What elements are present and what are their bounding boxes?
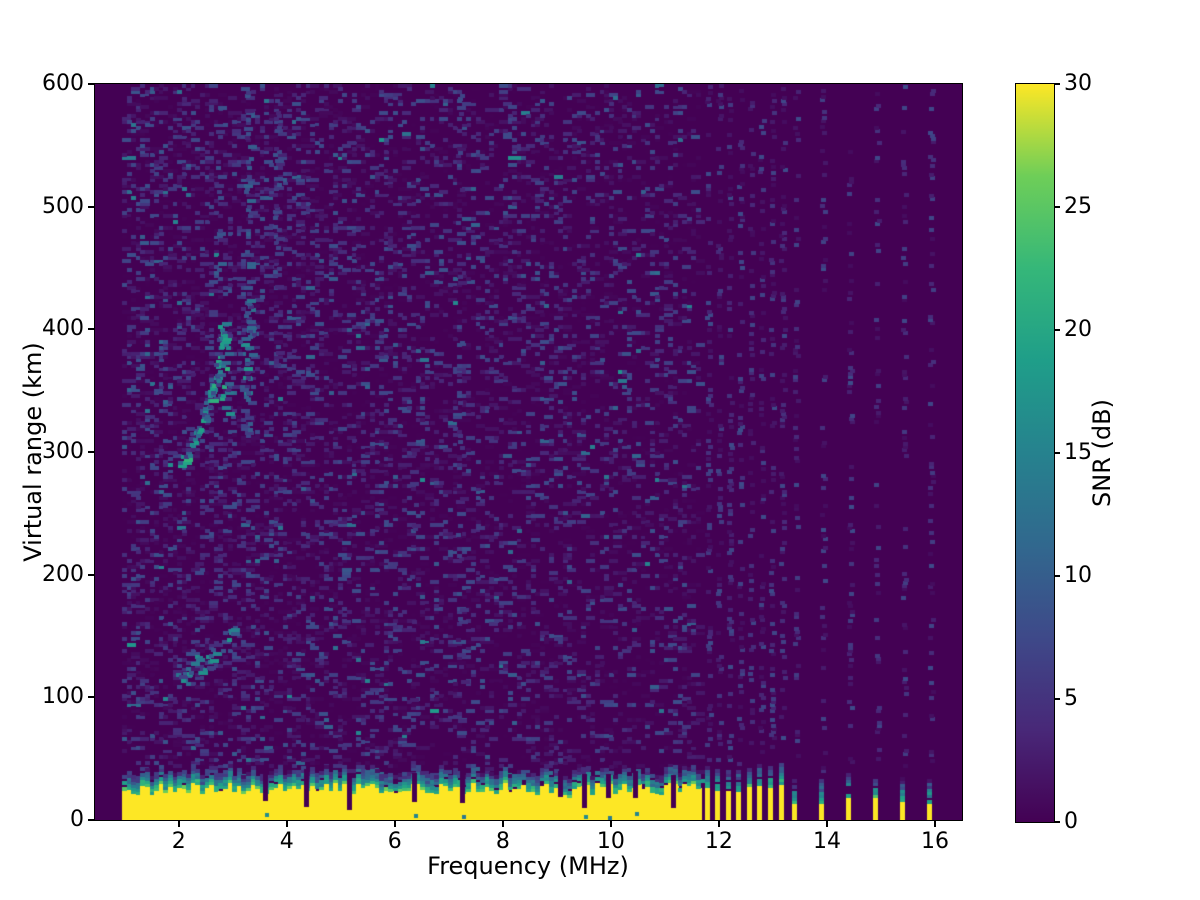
colorbar-tick-label: 15 xyxy=(1064,440,1092,465)
x-tick-mark xyxy=(177,821,180,827)
x-tick-mark xyxy=(501,821,504,827)
x-axis-label: Frequency (MHz) xyxy=(427,852,629,880)
x-tick-label: 14 xyxy=(812,829,841,854)
x-tick-mark xyxy=(933,821,936,827)
y-tick-mark xyxy=(88,205,94,208)
x-tick-mark xyxy=(285,821,288,827)
ionogram-heatmap xyxy=(95,84,962,820)
x-tick-label: 8 xyxy=(495,829,510,854)
colorbar-tick-mark xyxy=(1054,821,1060,823)
y-tick-label: 200 xyxy=(42,561,84,587)
colorbar xyxy=(1015,83,1055,823)
colorbar-tick-label: 5 xyxy=(1064,686,1078,711)
x-tick-label: 4 xyxy=(279,829,294,854)
colorbar-tick-mark xyxy=(1054,698,1060,700)
x-tick-label: 2 xyxy=(171,829,186,854)
y-tick-label: 100 xyxy=(42,684,84,710)
y-tick-mark xyxy=(88,328,94,331)
y-tick-label: 400 xyxy=(42,316,84,342)
x-tick-mark xyxy=(825,821,828,827)
x-tick-mark xyxy=(609,821,612,827)
colorbar-tick-mark xyxy=(1054,206,1060,208)
y-tick-label: 0 xyxy=(70,807,84,832)
colorbar-tick-mark xyxy=(1054,575,1060,577)
y-tick-mark xyxy=(88,819,94,821)
x-tick-label: 6 xyxy=(387,829,402,854)
plot-area xyxy=(94,83,963,821)
colorbar-tick-label: 20 xyxy=(1064,317,1092,342)
x-tick-mark xyxy=(717,821,720,827)
colorbar-tick-mark xyxy=(1054,329,1060,331)
y-tick-label: 600 xyxy=(42,71,84,96)
x-tick-label: 16 xyxy=(920,829,949,854)
y-tick-mark xyxy=(88,83,94,85)
x-tick-mark xyxy=(393,821,396,827)
colorbar-tick-mark xyxy=(1054,452,1060,454)
y-tick-label: 500 xyxy=(42,193,84,219)
y-tick-mark xyxy=(88,573,94,576)
colorbar-tick-label: 30 xyxy=(1064,71,1092,96)
y-tick-label: 300 xyxy=(42,439,84,464)
y-tick-mark xyxy=(88,451,94,453)
x-tick-label: 10 xyxy=(596,829,625,854)
colorbar-tick-label: 0 xyxy=(1064,809,1078,834)
x-tick-label: 12 xyxy=(704,829,733,854)
colorbar-tick-label: 10 xyxy=(1064,563,1092,588)
colorbar-tick-label: 25 xyxy=(1064,194,1092,219)
y-tick-mark xyxy=(88,696,94,699)
colorbar-tick-mark xyxy=(1054,83,1060,85)
